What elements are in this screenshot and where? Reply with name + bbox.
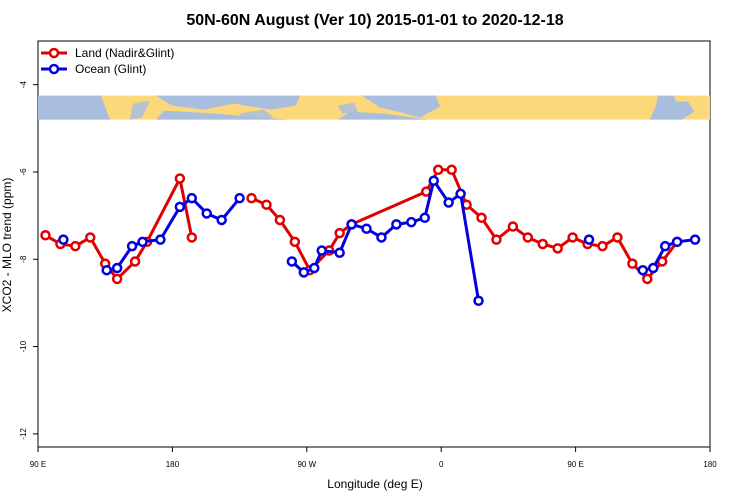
data-point (522, 232, 534, 243)
series-land (40, 164, 683, 285)
x-tick-label: 180 (166, 460, 180, 469)
data-point (446, 164, 457, 176)
series-line (106, 196, 241, 272)
data-point (567, 232, 578, 243)
data-point (391, 219, 402, 230)
data-point (537, 238, 548, 250)
data-point (473, 295, 484, 307)
legend-label-ocean: Ocean (Glint) (75, 62, 146, 76)
data-point (216, 214, 227, 226)
y-tick-label: -6 (19, 168, 28, 176)
data-point (298, 267, 310, 278)
legend-label-land: Land (Nadir&Glint) (75, 46, 174, 60)
map-ocean-patch (38, 95, 110, 120)
legend-item-ocean: Ocean (Glint) (41, 62, 146, 76)
chart-title: 50N-60N August (Ver 10) 2015-01-01 to 20… (186, 12, 563, 29)
data-point (346, 219, 357, 230)
data-point (406, 216, 417, 228)
data-point (58, 234, 69, 245)
data-point (334, 247, 345, 258)
data-point (671, 236, 683, 248)
data-point (289, 236, 301, 248)
data-point (689, 234, 701, 245)
x-axis-label: Longitude (deg E) (327, 477, 422, 491)
data-point (376, 232, 387, 243)
legend-marker-land (48, 47, 60, 59)
x-tick-label: 180 (703, 460, 717, 469)
data-point (659, 240, 671, 252)
series-ocean (58, 175, 701, 307)
data-point (491, 234, 502, 245)
map-ocean-patch (668, 101, 694, 120)
map-ocean-detail (338, 102, 358, 114)
data-point (70, 240, 81, 252)
x-tick-label: 0 (439, 460, 444, 469)
data-point (316, 245, 327, 256)
data-point (361, 223, 372, 234)
data-point (627, 258, 638, 269)
data-point (126, 240, 138, 252)
data-point (286, 256, 298, 267)
data-point (597, 240, 608, 252)
legend-marker-ocean (48, 63, 60, 75)
y-tick-label: -4 (19, 81, 28, 89)
data-point (476, 212, 487, 224)
legend: Land (Nadir&Glint) Ocean (Glint) (41, 46, 174, 76)
data-point (111, 273, 123, 285)
map-ocean-patch (338, 111, 428, 120)
data-point (201, 208, 212, 219)
data-point (174, 201, 186, 213)
y-tick-label: -10 (19, 340, 28, 352)
data-point (432, 164, 444, 176)
data-point (85, 232, 96, 243)
data-point (101, 264, 112, 276)
x-tick-label: 90 E (567, 460, 583, 469)
data-point (234, 192, 245, 204)
data-point (455, 188, 466, 200)
data-point (309, 262, 320, 274)
data-point (583, 234, 595, 245)
data-point (111, 262, 123, 274)
plot-border (37, 40, 711, 448)
y-tick-label: -8 (19, 255, 28, 263)
map-ocean-detail (130, 100, 150, 120)
series-layer (40, 164, 701, 307)
data-point (137, 236, 148, 248)
x-axis: 90 E 180 90 W 0 90 E 180 (30, 447, 717, 469)
data-point (552, 243, 563, 254)
data-point (129, 256, 141, 267)
data-point (419, 212, 431, 224)
map-ocean-patch (362, 95, 440, 118)
x-tick-label: 90 E (30, 460, 46, 469)
data-point (155, 234, 166, 245)
data-point (274, 214, 286, 226)
y-axis: -4 -6 -8 -10 -12 (19, 81, 38, 440)
legend-item-land: Land (Nadir&Glint) (41, 46, 174, 60)
map-ocean-detail (238, 109, 274, 120)
y-axis-label: XCO2 - MLO trend (ppm) (0, 178, 14, 313)
data-point (40, 230, 51, 241)
data-point (428, 175, 439, 186)
data-point (174, 173, 186, 184)
data-point (186, 192, 198, 204)
map-band (38, 95, 710, 120)
data-point (637, 264, 649, 276)
plot-area (37, 40, 711, 448)
data-point (648, 262, 659, 274)
data-point (261, 199, 272, 210)
data-point (642, 273, 653, 285)
data-point (612, 232, 623, 243)
x-tick-label: 90 W (297, 460, 316, 469)
data-point (334, 227, 345, 239)
map-ocean-patch (156, 95, 300, 110)
data-point (186, 232, 198, 243)
data-point (507, 221, 519, 232)
data-point (443, 197, 454, 208)
y-tick-label: -12 (19, 428, 28, 440)
data-point (246, 192, 257, 204)
